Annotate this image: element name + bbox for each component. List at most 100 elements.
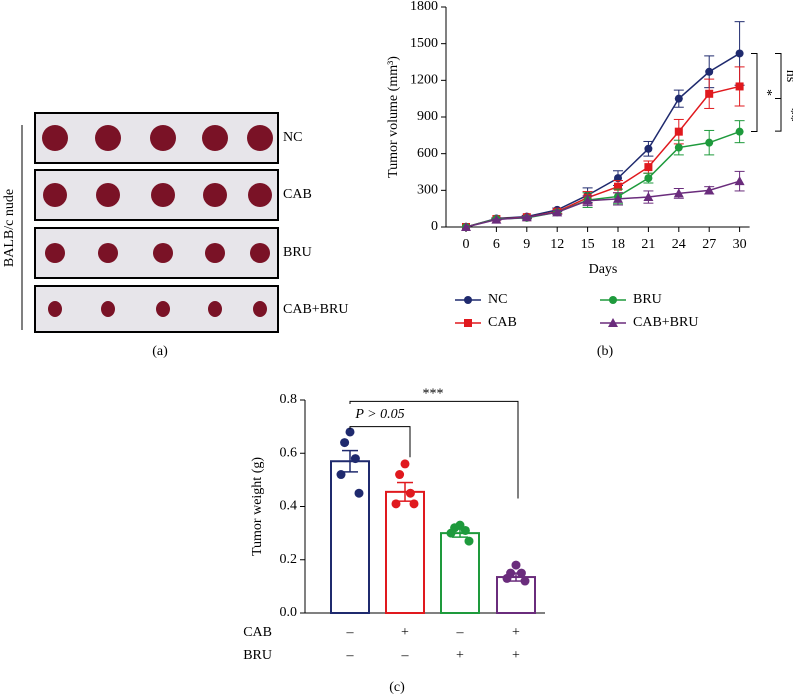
data-point <box>350 454 360 464</box>
y-tick-label: 0 <box>431 219 438 234</box>
condition-cell: + <box>512 648 520 663</box>
row-label: CAB <box>283 187 312 202</box>
tumor-photo <box>247 125 273 151</box>
tumor-photo <box>95 125 121 151</box>
marker <box>705 89 714 98</box>
y-tick-label: 1200 <box>410 73 438 88</box>
marker <box>705 138 714 147</box>
tumor-photo <box>98 243 118 263</box>
marker <box>735 49 744 58</box>
tumor-photo <box>101 301 115 317</box>
tumor-photo <box>250 243 270 263</box>
data-point <box>520 576 530 586</box>
condition-cell: + <box>512 625 520 640</box>
marker <box>734 176 745 186</box>
marker <box>613 193 623 203</box>
data-point <box>502 573 512 583</box>
data-point <box>446 528 456 538</box>
x-tick-label: 27 <box>702 237 716 252</box>
marker <box>674 127 683 136</box>
x-tick-label: 30 <box>733 237 747 252</box>
annotation: * <box>759 89 774 96</box>
y-tick-label: 0.6 <box>280 445 298 460</box>
tumor-photo <box>96 183 120 207</box>
annotation: *** <box>423 387 444 402</box>
tumor-photo <box>48 301 62 317</box>
tumor-photo <box>156 301 170 317</box>
marker <box>582 195 593 205</box>
tumor-photo <box>205 243 225 263</box>
x-tick-label: 0 <box>463 237 470 252</box>
condition-cell: – <box>346 648 355 663</box>
y-tick-label: 1800 <box>410 0 438 14</box>
condition-cell: – <box>401 648 410 663</box>
caption: (c) <box>389 680 405 695</box>
marker <box>464 319 472 327</box>
annotation: ns <box>783 70 793 82</box>
tumor-photo <box>43 183 67 207</box>
marker <box>491 214 502 224</box>
x-tick-label: 15 <box>581 237 595 252</box>
data-point <box>400 459 410 469</box>
tumor-photo <box>248 183 272 207</box>
data-point <box>340 438 350 448</box>
bar <box>440 532 480 614</box>
tumor-photo <box>208 301 222 317</box>
tumor-photo <box>45 243 65 263</box>
tumor-photo <box>153 243 173 263</box>
series-line <box>465 180 740 228</box>
data-point <box>395 470 405 480</box>
condition-cell: – <box>456 625 465 640</box>
significance-bracket <box>349 400 519 499</box>
marker <box>609 296 617 304</box>
caption: (a) <box>152 344 168 359</box>
x-tick-label: 24 <box>672 237 686 252</box>
marker <box>521 212 532 222</box>
y-tick-label: 300 <box>417 183 438 198</box>
marker <box>643 192 654 202</box>
legend-label: CAB <box>488 315 517 330</box>
data-point <box>391 499 401 509</box>
data-point <box>345 427 355 437</box>
marker <box>705 67 714 76</box>
x-tick-label: 18 <box>611 237 625 252</box>
marker <box>673 188 684 198</box>
row-label: NC <box>283 130 302 145</box>
condition-cell: – <box>346 625 355 640</box>
marker <box>461 222 471 231</box>
caption: (b) <box>597 344 614 359</box>
data-point <box>511 560 521 570</box>
significance-bracket <box>775 52 782 99</box>
legend-label: BRU <box>633 292 662 307</box>
marker <box>644 174 653 183</box>
tumor-photo <box>202 125 228 151</box>
data-point <box>354 488 364 498</box>
series-line <box>465 85 740 228</box>
data-point <box>516 568 526 578</box>
row-label: CAB+BRU <box>283 302 348 317</box>
y-tick-label: 600 <box>417 146 438 161</box>
y-tick-label: 0.8 <box>280 392 298 407</box>
x-tick-label: 6 <box>493 237 500 252</box>
data-point <box>409 499 419 509</box>
y-tick-label: 0.4 <box>280 499 298 514</box>
y-tick-label: 0.2 <box>280 552 298 567</box>
marker <box>552 207 563 217</box>
y-axis-label: Tumor volume (mm³) <box>386 56 401 178</box>
x-axis-label: Days <box>589 262 618 277</box>
marker <box>674 143 683 152</box>
condition-cell: + <box>456 648 464 663</box>
side-label: BALB/c nude <box>2 189 17 267</box>
significance-bracket <box>751 52 758 132</box>
bar <box>330 460 370 614</box>
series-line <box>465 130 740 228</box>
y-tick-label: 1500 <box>410 36 438 51</box>
marker <box>674 94 683 103</box>
data-point <box>460 525 470 535</box>
bar <box>385 490 425 615</box>
tumor-photo <box>151 183 175 207</box>
marker <box>704 185 715 195</box>
legend-label: NC <box>488 292 507 307</box>
row-label: BRU <box>283 245 312 260</box>
